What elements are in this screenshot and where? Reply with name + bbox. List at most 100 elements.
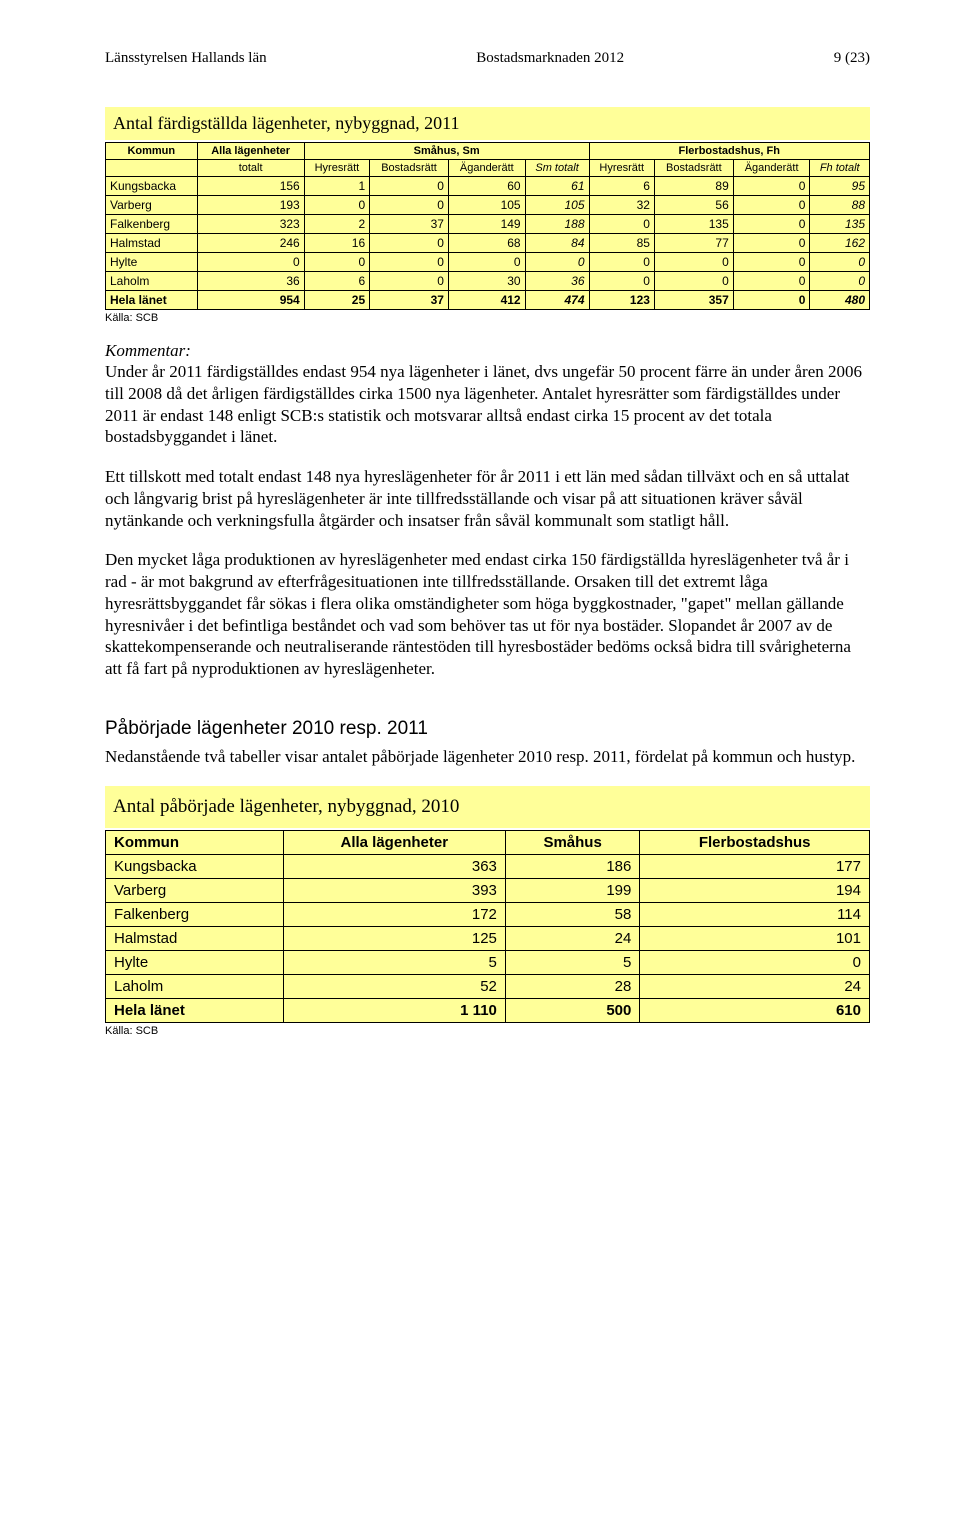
table1-subcol: totalt <box>197 160 304 177</box>
table-cell: 2 <box>304 215 369 234</box>
table-row: Varberg193001051053256088 <box>106 196 870 215</box>
table-row: Halmstad246160688485770162 <box>106 234 870 253</box>
table1-title: Antal färdigställda lägenheter, nybyggna… <box>105 107 870 140</box>
table-cell: 24 <box>505 926 639 950</box>
table-cell: 0 <box>197 253 304 272</box>
table-cell: 172 <box>283 902 505 926</box>
table1-subcol <box>106 160 198 177</box>
table-cell: Laholm <box>106 974 284 998</box>
table-row: Laholm366030360000 <box>106 272 870 291</box>
table1-sub-header: totaltHyresrättBostadsrättÄganderättSm t… <box>106 160 870 177</box>
table-cell: 89 <box>654 177 733 196</box>
kommentar-p3: Den mycket låga produktionen av hyresläg… <box>105 549 870 680</box>
col-smahus: Småhus, Sm <box>304 143 589 160</box>
table-cell: 0 <box>589 272 654 291</box>
table-cell: 6 <box>304 272 369 291</box>
table-cell: Varberg <box>106 878 284 902</box>
table-cell: 0 <box>370 272 449 291</box>
table-cell: 56 <box>654 196 733 215</box>
table-cell: 88 <box>810 196 870 215</box>
table-cell: Falkenberg <box>106 215 198 234</box>
table-cell: 0 <box>733 272 810 291</box>
kommentar-label: Kommentar: <box>105 341 870 361</box>
table-cell: 194 <box>640 878 870 902</box>
table-cell: 0 <box>370 253 449 272</box>
table-cell: 123 <box>589 291 654 310</box>
table-cell: 363 <box>283 854 505 878</box>
table-cell: Varberg <box>106 196 198 215</box>
table2-total-row: Hela länet1 110500610 <box>106 998 870 1022</box>
table-cell: 84 <box>525 234 589 253</box>
table-cell: 1 110 <box>283 998 505 1022</box>
table-cell: 68 <box>448 234 525 253</box>
header-center: Bostadsmarknaden 2012 <box>476 50 624 67</box>
table-cell: 0 <box>640 950 870 974</box>
table-cell: Halmstad <box>106 234 198 253</box>
table-cell: 0 <box>733 215 810 234</box>
table2-col: Flerbostadshus <box>640 830 870 854</box>
table-cell: 28 <box>505 974 639 998</box>
kommentar-p2: Ett tillskott med totalt endast 148 nya … <box>105 466 870 531</box>
table-cell: 105 <box>525 196 589 215</box>
table-cell: 323 <box>197 215 304 234</box>
table-cell: 135 <box>810 215 870 234</box>
table-cell: 357 <box>654 291 733 310</box>
table-cell: 58 <box>505 902 639 926</box>
table-cell: 474 <box>525 291 589 310</box>
kommentar-p1: Under år 2011 färdigställdes endast 954 … <box>105 361 870 448</box>
table-cell: 37 <box>370 291 449 310</box>
table-cell: 0 <box>370 234 449 253</box>
table2-col: Småhus <box>505 830 639 854</box>
section2-intro: Nedanstående två tabeller visar antalet … <box>105 746 870 768</box>
table1-subcol: Fh totalt <box>810 160 870 177</box>
table2: KommunAlla lägenheterSmåhusFlerbostadshu… <box>105 830 870 1023</box>
table-cell: 30 <box>448 272 525 291</box>
table-cell: 52 <box>283 974 505 998</box>
table-cell: 0 <box>654 272 733 291</box>
table1-subcol: Bostadsrätt <box>370 160 449 177</box>
table-cell: 36 <box>525 272 589 291</box>
table-cell: 95 <box>810 177 870 196</box>
table-cell: 1 <box>304 177 369 196</box>
col-flerbostad: Flerbostadshus, Fh <box>589 143 869 160</box>
table-cell: Halmstad <box>106 926 284 950</box>
table-cell: 610 <box>640 998 870 1022</box>
table-row: Falkenberg32323714918801350135 <box>106 215 870 234</box>
table-cell: 186 <box>505 854 639 878</box>
table-cell: 61 <box>525 177 589 196</box>
table-cell: 0 <box>304 196 369 215</box>
table-cell: 188 <box>525 215 589 234</box>
page-header: Länsstyrelsen Hallands län Bostadsmarkna… <box>105 50 870 67</box>
table-cell: 5 <box>283 950 505 974</box>
table-cell: Hela länet <box>106 291 198 310</box>
table2-source: Källa: SCB <box>105 1025 870 1037</box>
table2-title: Antal påbörjade lägenheter, nybyggnad, 2… <box>105 786 870 828</box>
table-row: Halmstad12524101 <box>106 926 870 950</box>
table1: Kommun Alla lägenheter Småhus, Sm Flerbo… <box>105 142 870 310</box>
table2-header: KommunAlla lägenheterSmåhusFlerbostadshu… <box>106 830 870 854</box>
table-cell: Hylte <box>106 950 284 974</box>
table-cell: 162 <box>810 234 870 253</box>
table2-col: Alla lägenheter <box>283 830 505 854</box>
table-cell: 412 <box>448 291 525 310</box>
table1-source: Källa: SCB <box>105 312 870 324</box>
table-cell: 149 <box>448 215 525 234</box>
table-row: Hylte550 <box>106 950 870 974</box>
header-left: Länsstyrelsen Hallands län <box>105 50 267 67</box>
col-alla: Alla lägenheter <box>197 143 304 160</box>
table-cell: 0 <box>589 253 654 272</box>
table-cell: Hylte <box>106 253 198 272</box>
table-cell: 32 <box>589 196 654 215</box>
table-cell: 246 <box>197 234 304 253</box>
table-cell: 199 <box>505 878 639 902</box>
table-cell: Kungsbacka <box>106 854 284 878</box>
table-cell: 16 <box>304 234 369 253</box>
table-cell: 0 <box>733 253 810 272</box>
table-cell: 36 <box>197 272 304 291</box>
table-cell: 954 <box>197 291 304 310</box>
table1-total-row: Hela länet95425374124741233570480 <box>106 291 870 310</box>
table-cell: 0 <box>654 253 733 272</box>
col-kommun: Kommun <box>106 143 198 160</box>
table-cell: Kungsbacka <box>106 177 198 196</box>
table-cell: 125 <box>283 926 505 950</box>
